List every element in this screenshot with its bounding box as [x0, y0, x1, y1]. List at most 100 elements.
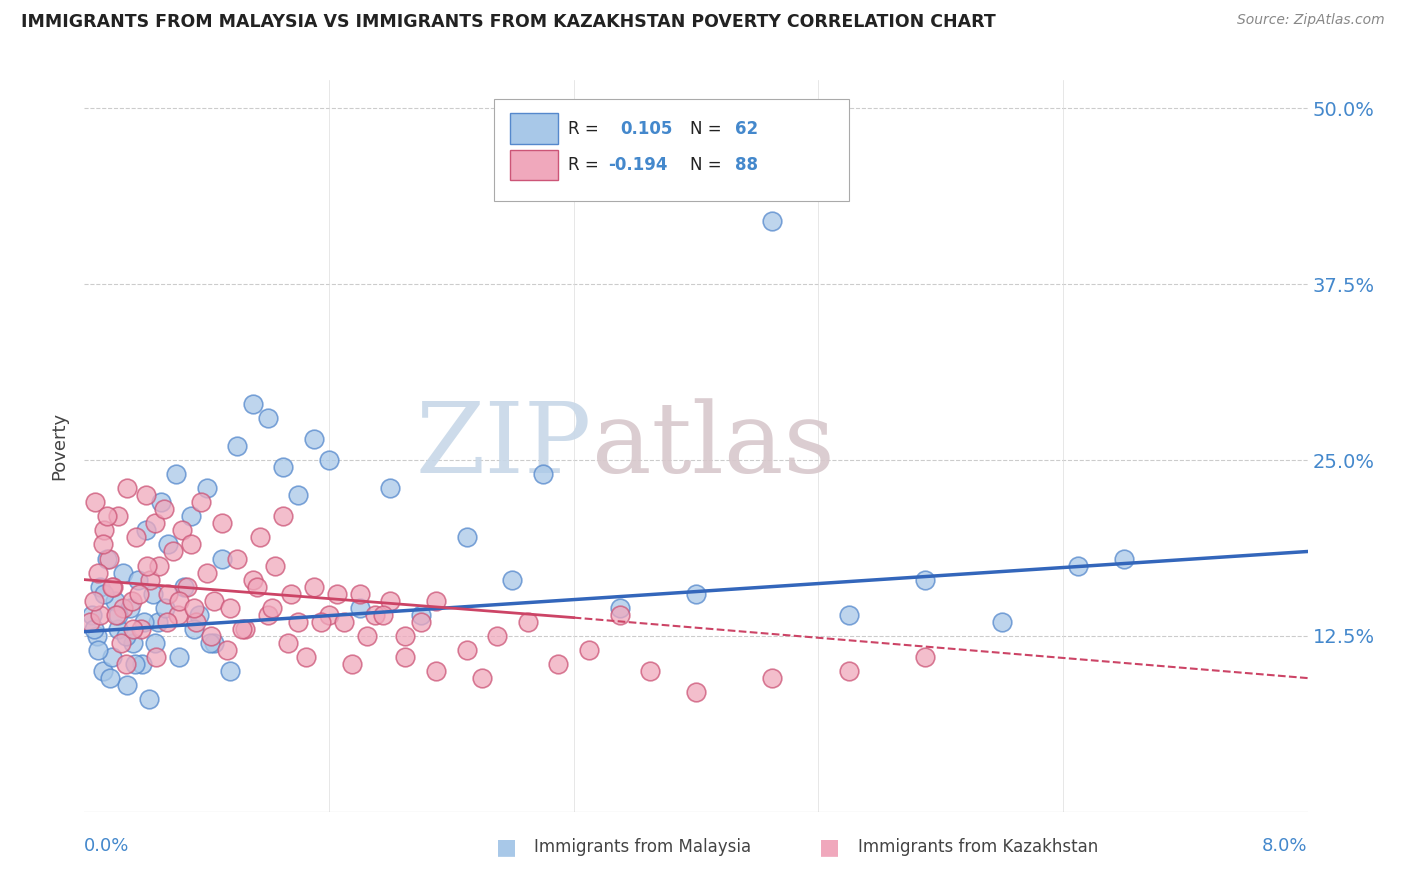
- Point: [318, 607, 340, 622]
- Point: [380, 481, 402, 495]
- Text: 88: 88: [735, 156, 758, 174]
- FancyBboxPatch shape: [510, 150, 558, 180]
- Point: [97, 551, 120, 566]
- Point: [101, 650, 124, 665]
- Point: [264, 558, 287, 573]
- Point: [87, 566, 110, 580]
- Point: [83, 622, 105, 636]
- Point: [121, 593, 143, 607]
- Text: 0.105: 0.105: [620, 120, 672, 137]
- Point: [914, 650, 936, 665]
- Point: [103, 580, 125, 594]
- Point: [425, 664, 447, 678]
- Point: [96, 509, 118, 524]
- Point: [195, 481, 218, 495]
- Point: [486, 629, 509, 643]
- Point: [188, 607, 211, 622]
- Text: 62: 62: [735, 120, 758, 137]
- Point: [218, 664, 240, 678]
- Point: [349, 600, 371, 615]
- Point: [89, 580, 111, 594]
- Point: [157, 587, 180, 601]
- Point: [195, 566, 218, 580]
- Point: [87, 643, 110, 657]
- Point: [761, 671, 783, 685]
- Point: [111, 566, 134, 580]
- Point: [202, 636, 225, 650]
- Point: [257, 607, 280, 622]
- Point: [1114, 551, 1136, 566]
- Point: [183, 600, 205, 615]
- Point: [761, 214, 783, 228]
- Point: [93, 587, 115, 601]
- Point: [246, 580, 269, 594]
- Point: [83, 593, 105, 607]
- Text: Immigrants from Malaysia: Immigrants from Malaysia: [534, 838, 751, 856]
- Point: [202, 593, 225, 607]
- Point: [211, 516, 233, 531]
- Point: [176, 580, 198, 594]
- Point: [302, 432, 325, 446]
- Point: [547, 657, 569, 671]
- Point: [325, 587, 347, 601]
- Point: [135, 488, 157, 502]
- Point: [101, 580, 124, 594]
- Point: [136, 558, 159, 573]
- Point: [200, 629, 222, 643]
- Point: [425, 593, 447, 607]
- Point: [318, 453, 340, 467]
- Point: [471, 671, 494, 685]
- Point: [122, 622, 145, 636]
- Point: [364, 607, 387, 622]
- Point: [531, 467, 554, 482]
- Text: N =: N =: [690, 156, 727, 174]
- Point: [262, 600, 284, 615]
- Point: [115, 481, 138, 495]
- Point: [128, 587, 150, 601]
- Text: atlas: atlas: [592, 398, 835, 494]
- Point: [271, 509, 294, 524]
- Point: [349, 587, 371, 601]
- Point: [155, 600, 177, 615]
- Point: [249, 530, 271, 544]
- Text: N =: N =: [690, 120, 727, 137]
- Point: [156, 615, 179, 629]
- Point: [172, 524, 194, 538]
- Point: [242, 573, 264, 587]
- Point: [271, 460, 294, 475]
- Text: Source: ZipAtlas.com: Source: ZipAtlas.com: [1237, 13, 1385, 28]
- Text: -0.194: -0.194: [607, 156, 668, 174]
- Point: [120, 600, 142, 615]
- Text: ZIP: ZIP: [416, 398, 592, 494]
- Point: [148, 558, 170, 573]
- Point: [124, 657, 146, 671]
- Point: [184, 615, 207, 629]
- Point: [991, 615, 1014, 629]
- Point: [211, 551, 233, 566]
- Point: [638, 664, 661, 678]
- Text: 0.0%: 0.0%: [84, 837, 129, 855]
- Point: [685, 587, 707, 601]
- Text: ■: ■: [820, 838, 839, 857]
- Point: [91, 537, 114, 551]
- Point: [287, 488, 309, 502]
- Point: [89, 607, 111, 622]
- Point: [340, 657, 363, 671]
- Text: 8.0%: 8.0%: [1263, 837, 1308, 855]
- Point: [167, 650, 190, 665]
- Point: [115, 678, 138, 692]
- Point: [145, 650, 167, 665]
- Point: [86, 629, 108, 643]
- Point: [287, 615, 309, 629]
- Point: [142, 587, 165, 601]
- Point: [233, 622, 256, 636]
- Point: [135, 524, 157, 538]
- Point: [277, 636, 299, 650]
- Point: [838, 664, 860, 678]
- Point: [149, 495, 172, 509]
- Point: [257, 410, 280, 425]
- Point: [180, 509, 202, 524]
- Point: [190, 495, 212, 509]
- Point: [218, 600, 240, 615]
- Point: [356, 629, 378, 643]
